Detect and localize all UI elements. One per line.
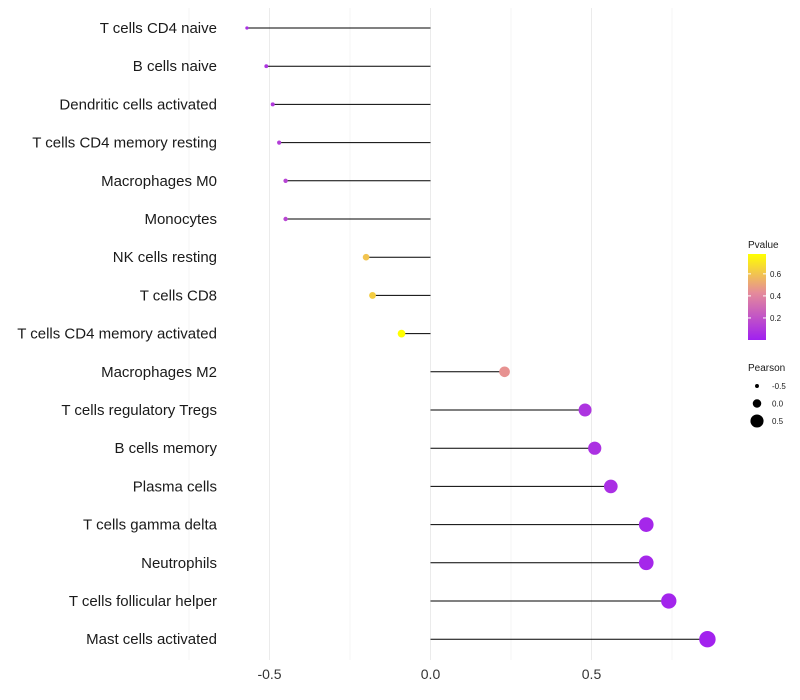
category-label: Dendritic cells activated <box>59 96 217 113</box>
lollipop-dot <box>362 253 370 261</box>
category-label: Mast cells activated <box>86 631 217 648</box>
x-tick-label: -0.5 <box>257 666 281 682</box>
category-label: Plasma cells <box>133 478 217 495</box>
size-legend-label: -0.5 <box>772 382 786 391</box>
category-label: T cells CD4 naive <box>100 20 217 37</box>
colorbar-tick-label: 0.4 <box>770 292 782 301</box>
size-legend-dot <box>752 399 762 408</box>
lollipop-dot <box>264 64 269 69</box>
lollipop-dot <box>578 403 592 417</box>
y-axis-labels: T cells CD4 naive B cells naive Dendritic … <box>17 20 217 648</box>
category-label: T cells CD4 memory resting <box>32 135 217 152</box>
lollipop-dot <box>603 479 618 494</box>
category-label: Macrophages M2 <box>101 364 217 381</box>
size-legend-label: 0.5 <box>772 417 784 426</box>
size-legend-dot <box>750 414 764 428</box>
x-axis-labels: -0.5 0.0 0.5 <box>257 666 601 682</box>
x-tick-label: 0.5 <box>582 666 602 682</box>
category-label: T cells regulatory Tregs <box>61 402 217 419</box>
pvalue-colorbar-ticks: 0.6 0.4 0.2 <box>748 270 782 323</box>
grid-lines <box>188 8 673 660</box>
lollipop-dot <box>588 441 602 455</box>
colorbar-tick-label: 0.2 <box>770 314 782 323</box>
category-label: T cells follicular helper <box>69 593 217 610</box>
lollipop-dot <box>283 178 288 183</box>
category-label: T cells gamma delta <box>83 517 218 534</box>
lollipop-dot <box>699 630 716 648</box>
category-label: B cells naive <box>133 58 217 75</box>
pearson-legend-title: Pearson <box>748 363 785 374</box>
category-label: Macrophages M0 <box>101 173 217 190</box>
lollipop-dot <box>661 593 677 609</box>
lollipop-stems <box>246 27 708 640</box>
category-label: T cells CD8 <box>140 287 217 304</box>
lollipop-dot <box>369 291 376 299</box>
lollipop-dot <box>283 216 288 222</box>
lollipop-dot <box>638 555 654 571</box>
lollipop-dot <box>638 517 654 532</box>
lollipop-dots <box>245 26 716 648</box>
colorbar-tick-label: 0.6 <box>770 270 782 279</box>
legend: Pvalue 0.6 0.4 0.2 Pearson -0.5 0.0 0.5 <box>748 240 786 428</box>
pvalue-colorbar <box>748 254 766 340</box>
pvalue-legend-title: Pvalue <box>748 240 779 251</box>
lollipop-dot <box>270 102 275 107</box>
category-label: B cells memory <box>114 440 217 457</box>
category-label: Monocytes <box>144 211 217 228</box>
pearson-size-legend: -0.5 0.0 0.5 <box>750 382 786 428</box>
lollipop-dot <box>499 366 510 378</box>
lollipop-dot <box>277 140 282 145</box>
size-legend-label: 0.0 <box>772 400 784 409</box>
category-label: Neutrophils <box>141 555 217 572</box>
category-label: T cells CD4 memory activated <box>17 326 217 343</box>
lollipop-dot <box>245 26 249 30</box>
category-label: NK cells resting <box>113 249 217 266</box>
size-legend-dot <box>755 384 759 388</box>
x-tick-label: 0.0 <box>421 666 441 682</box>
lollipop-dot <box>397 329 406 338</box>
